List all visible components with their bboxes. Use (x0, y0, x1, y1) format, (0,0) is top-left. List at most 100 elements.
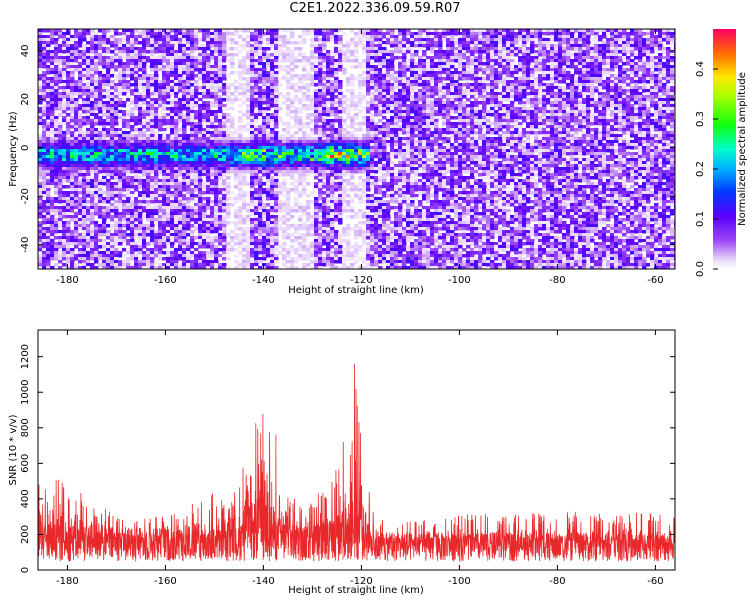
heatmap-cell (382, 32, 387, 36)
heatmap-cell (374, 44, 379, 48)
heatmap-cell (234, 71, 239, 75)
heatmap-cell (42, 59, 47, 63)
heatmap-cell (66, 44, 71, 48)
heatmap-cell (658, 38, 663, 42)
heatmap-cell (422, 89, 427, 93)
heatmap-cell (426, 29, 431, 33)
heatmap-cell (402, 74, 407, 78)
heatmap-cell (206, 77, 211, 81)
heatmap-cell (78, 53, 83, 57)
heatmap-cell (670, 125, 675, 129)
heatmap-cell (54, 32, 59, 36)
heatmap-cell (170, 47, 175, 51)
heatmap-cell (262, 119, 267, 123)
heatmap-cell (102, 128, 107, 132)
heatmap-cell (386, 29, 391, 33)
heatmap-cell (246, 65, 251, 69)
heatmap-cell (114, 131, 119, 135)
heatmap-cell (478, 131, 483, 135)
heatmap-cell (474, 62, 479, 66)
heatmap-cell (298, 74, 303, 78)
heatmap-cell (210, 92, 215, 96)
heatmap-cell (214, 47, 219, 51)
heatmap-cell (330, 95, 335, 99)
heatmap-cell (514, 71, 519, 75)
heatmap-cell (366, 101, 371, 105)
heatmap-cell (462, 47, 467, 51)
heatmap-cell (226, 47, 231, 51)
heatmap-cell (394, 86, 399, 90)
heatmap-cell (654, 107, 659, 111)
heatmap-cell (114, 137, 119, 141)
heatmap-cell (206, 65, 211, 69)
heatmap-cell (366, 62, 371, 66)
heatmap-cell (382, 104, 387, 108)
heatmap-cell (658, 44, 663, 48)
heatmap-cell (538, 119, 543, 123)
heatmap-cell (282, 35, 287, 39)
heatmap-cell (46, 92, 51, 96)
heatmap-cell (526, 113, 531, 117)
heatmap-cell (590, 80, 595, 84)
heatmap-cell (110, 98, 115, 102)
heatmap-cell (74, 32, 79, 36)
heatmap-cell (590, 59, 595, 63)
heatmap-cell (378, 92, 383, 96)
heatmap-cell (258, 98, 263, 102)
heatmap-cell (486, 122, 491, 126)
heatmap-cell (446, 56, 451, 60)
heatmap-cell (522, 35, 527, 39)
heatmap-cell (610, 131, 615, 135)
heatmap-cell (626, 68, 631, 72)
heatmap-cell (102, 107, 107, 111)
heatmap-cell (330, 104, 335, 108)
heatmap-cell (398, 119, 403, 123)
heatmap-cell (618, 86, 623, 90)
heatmap-cell (194, 41, 199, 45)
heatmap-cell (282, 41, 287, 45)
heatmap-cell (94, 35, 99, 39)
heatmap-cell (586, 35, 591, 39)
heatmap-cell (218, 86, 223, 90)
heatmap-cell (354, 122, 359, 126)
heatmap-cell (230, 38, 235, 42)
heatmap-cell (302, 41, 307, 45)
heatmap-cell (442, 77, 447, 81)
heatmap-cell (250, 131, 255, 135)
heatmap-cell (534, 68, 539, 72)
heatmap-cell (598, 92, 603, 96)
heatmap-cell (510, 128, 515, 132)
heatmap-cell (174, 47, 179, 51)
heatmap-cell (306, 107, 311, 111)
heatmap-cell (146, 113, 151, 117)
heatmap-cell (134, 74, 139, 78)
heatmap-cell (86, 47, 91, 51)
heatmap-cell (246, 95, 251, 99)
heatmap-cell (374, 113, 379, 117)
heatmap-cell (506, 77, 511, 81)
heatmap-cell (158, 47, 163, 51)
heatmap-cell (654, 116, 659, 120)
heatmap-cell (226, 29, 231, 33)
heatmap-cell (302, 131, 307, 135)
heatmap-cell (630, 131, 635, 135)
heatmap-cell (490, 80, 495, 84)
heatmap-cell (50, 74, 55, 78)
heatmap-cell (478, 74, 483, 78)
heatmap-cell (110, 104, 115, 108)
heatmap-cell (578, 35, 583, 39)
heatmap-cell (370, 74, 375, 78)
heatmap-cell (578, 68, 583, 72)
heatmap-cell (38, 107, 43, 111)
heatmap-cell (486, 59, 491, 63)
heatmap-cell (414, 50, 419, 54)
heatmap-cell (590, 107, 595, 111)
heatmap-cell (318, 92, 323, 96)
heatmap-cell (402, 80, 407, 84)
heatmap-cell (610, 92, 615, 96)
heatmap-cell (514, 128, 519, 132)
heatmap-cell (350, 83, 355, 87)
heatmap-cell (222, 74, 227, 78)
heatmap-cell (538, 113, 543, 117)
heatmap-cell (146, 59, 151, 63)
